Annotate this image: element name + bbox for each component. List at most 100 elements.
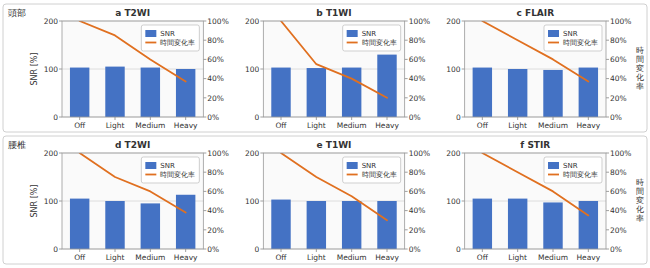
y2-tick [606,21,609,22]
x-tick-label: Light [508,121,527,130]
y2-tick [606,78,609,79]
y-tick [260,153,263,154]
legend-item: 時間変化率 [145,39,195,47]
y2-tick [203,210,206,211]
bar [342,201,361,249]
legend: SNR時間変化率 [141,25,199,51]
panel-title: c FLAIR [517,8,555,18]
x-tick [387,117,388,120]
y-tick-label: 0 [456,245,461,254]
y-tick [462,153,465,154]
x-tick [115,117,116,120]
legend-box [343,157,401,183]
y2-tick [606,172,609,173]
bar [473,199,492,249]
y2-tick-label: 100% [207,149,228,158]
x-tick-label: Medium [135,253,165,262]
y2-tick [405,229,408,230]
panel-title: d T2WI [115,140,150,150]
y2-tick [203,40,206,41]
legend-box [544,157,602,183]
y2-tick [606,210,609,211]
bar [176,195,195,249]
y2-tick-label: 0% [207,113,219,122]
y-tick-label: 0 [255,245,260,254]
x-tick-label: Heavy [174,253,198,262]
plot-frame [465,153,606,249]
x-tick [351,117,352,120]
y2-tick [606,59,609,60]
y-tick-label: 200 [446,17,461,26]
y2-tick [606,153,609,154]
x-tick-label: Heavy [576,253,600,262]
bar [271,200,290,249]
legend-box [343,25,401,51]
x-tick-label: Off [275,121,287,130]
y-tick [260,117,263,118]
legend-item: SNR [145,30,175,38]
y-axis-label: SNR [%] [30,52,39,85]
y-tick-label: 200 [245,17,260,26]
legend-item: 時間変化率 [145,171,195,179]
x-tick-label: Medium [538,121,568,130]
y2-tick [203,172,206,173]
legend-item: SNR [548,162,578,170]
y2-tick-label: 20% [610,94,627,103]
y2-axis-label-char: 率 [636,82,644,91]
x-tick [115,249,116,252]
panel: 01002000%20%40%60%80%100%OffLightMediumH… [245,8,430,130]
legend: SNR時間変化率 [544,157,602,183]
x-tick [316,117,317,120]
legend-label: SNR [362,162,377,170]
y-tick-label: 200 [44,17,59,26]
legend: SNR時間変化率 [343,157,401,183]
y-tick-label: 100 [446,197,461,206]
y-axis-label: SNR [%] [30,184,39,217]
y2-tick-label: 60% [409,187,426,196]
legend: SNR時間変化率 [141,157,199,183]
x-tick-label: Heavy [375,253,399,262]
y2-tick-label: 100% [610,149,631,158]
legend-box [544,25,602,51]
y2-tick-label: 80% [409,36,426,45]
legend-swatch [145,30,156,37]
panel-title: e T1WI [317,140,352,150]
legend-item: 時間変化率 [548,39,598,47]
x-tick [482,249,483,252]
x-tick-label: Medium [337,121,367,130]
x-tick [351,249,352,252]
bar [141,68,160,117]
y2-tick-label: 40% [207,206,224,215]
x-tick [553,249,554,252]
bar [473,68,492,117]
x-tick [588,249,589,252]
y-tick-label: 100 [446,65,461,74]
y2-tick-label: 60% [207,187,224,196]
panel-title: f STIR [520,140,550,150]
legend: SNR時間変化率 [544,25,602,51]
x-tick-label: Off [477,121,489,130]
line [281,21,387,98]
y2-tick-label: 0% [207,245,219,254]
y2-tick-label: 80% [207,168,224,177]
x-tick [150,249,151,252]
x-tick [79,117,80,120]
legend-swatch [347,162,358,169]
y2-tick [405,21,408,22]
y2-tick [405,249,408,250]
legend-label: 時間変化率 [160,39,195,47]
legend-swatch [347,30,358,37]
y-tick [462,201,465,202]
y2-tick-label: 40% [610,74,627,83]
y2-tick-label: 20% [409,94,426,103]
y2-tick-label: 40% [409,206,426,215]
x-tick-label: Heavy [375,121,399,130]
y2-tick [405,97,408,98]
y2-tick-label: 100% [409,149,430,158]
panel: 01002000%20%40%60%80%100%OffLightMediumH… [8,140,229,262]
bar [508,199,527,249]
bar [543,202,562,249]
y2-tick [405,117,408,118]
y2-axis-label-char: 時 [636,46,644,55]
y2-axis-label: 時間変化率 [636,178,644,223]
